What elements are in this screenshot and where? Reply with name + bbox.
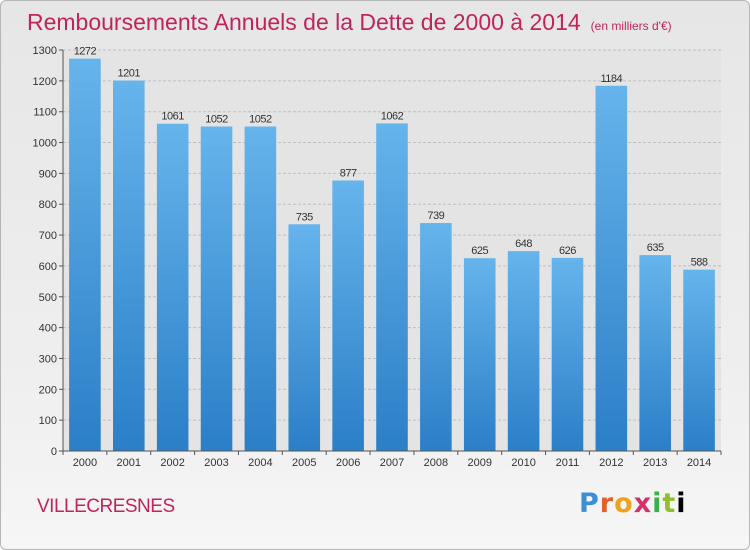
x-tick-label-2001: 2001 (117, 457, 141, 469)
bar-2008 (420, 223, 452, 451)
bar-2004 (244, 126, 277, 451)
bar-2002 (156, 123, 189, 452)
data-label-2002: 1061 (161, 111, 184, 123)
data-label-2008: 739 (427, 210, 444, 222)
y-tick-label: 600 (39, 261, 57, 273)
bar-2013 (639, 255, 671, 451)
x-tick-label-2012: 2012 (599, 457, 623, 469)
x-tick-label-2010: 2010 (511, 457, 535, 469)
bar-2001 (113, 80, 145, 451)
chart-title-text: Remboursements Annuels de la Dette de 20… (27, 9, 581, 35)
proxiti-logo: Proxiti (579, 488, 687, 519)
y-tick-label: 200 (39, 384, 57, 396)
x-tick-label-2008: 2008 (424, 457, 448, 469)
axes: 0 100 200 300 400 500 600 700 800 900 1000 1100 1200… (33, 45, 722, 469)
data-label-2001: 1201 (118, 68, 141, 80)
data-label-2007: 1062 (381, 110, 404, 122)
data-label-2005: 735 (296, 211, 313, 223)
data-label-2014: 588 (691, 257, 708, 269)
bar-2005 (288, 224, 321, 451)
y-tick-label: 1300 (33, 45, 57, 57)
x-tick-label-2014: 2014 (687, 457, 711, 469)
data-label-2006: 877 (340, 167, 357, 179)
data-label-2009: 625 (471, 245, 488, 257)
y-tick-label: 800 (39, 199, 57, 211)
data-label-2003: 1052 (205, 113, 228, 125)
x-tick-label-2003: 2003 (204, 457, 228, 469)
x-tick-label-2006: 2006 (336, 457, 360, 469)
bars: 1272 1201 1061 1052 1052 735 877 1062 739 625 648 6… (69, 46, 715, 452)
y-tick-label: 100 (39, 415, 57, 427)
x-tick-label-2004: 2004 (248, 457, 272, 469)
y-tick-label: 500 (39, 292, 57, 304)
y-tick-label: 1000 (33, 138, 57, 150)
bar-2010 (507, 251, 540, 451)
x-tick-label-2013: 2013 (643, 457, 667, 469)
data-label-2013: 635 (647, 242, 664, 254)
x-tick-label-2011: 2011 (556, 457, 580, 469)
x-tick-label-2009: 2009 (467, 457, 491, 469)
bar-2003 (200, 126, 233, 451)
bar-2011 (551, 257, 584, 451)
chart-title: Remboursements Annuels de la Dette de 20… (27, 9, 672, 36)
y-tick-label: 700 (39, 230, 57, 242)
y-tick-label: 400 (39, 323, 57, 335)
y-tick-label: 300 (39, 353, 57, 365)
data-label-2010: 648 (515, 238, 532, 250)
bar-2007 (376, 123, 408, 451)
y-tick-label: 0 (51, 446, 57, 458)
bar-2000 (69, 58, 101, 451)
x-tick-label-2007: 2007 (380, 457, 404, 469)
data-label-2012: 1184 (601, 73, 623, 85)
y-tick-label: 1200 (33, 76, 57, 88)
bar-2014 (683, 269, 715, 451)
data-label-2004: 1052 (249, 113, 272, 125)
data-label-2000: 1272 (74, 46, 97, 58)
chart-unit: (en milliers d'€) (590, 19, 672, 33)
y-tick-label: 1100 (33, 107, 57, 119)
data-label-2011: 626 (559, 245, 576, 257)
x-tick-label-2000: 2000 (73, 457, 97, 469)
bar-2012 (595, 85, 628, 451)
bar-2006 (332, 180, 364, 451)
bar-2009 (463, 258, 496, 451)
city-name: VILLECRESNES (37, 496, 175, 517)
x-tick-label-2005: 2005 (292, 457, 316, 469)
x-tick-label-2002: 2002 (160, 457, 184, 469)
y-tick-label: 900 (39, 168, 57, 180)
